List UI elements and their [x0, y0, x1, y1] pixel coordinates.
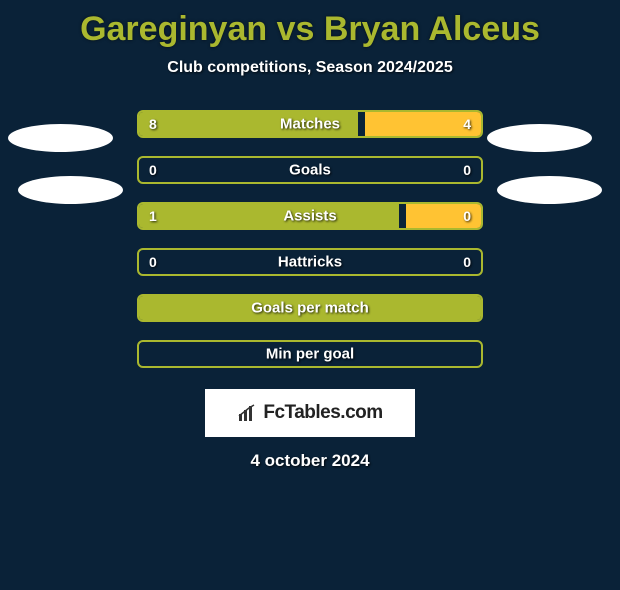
logo-box: FcTables.com	[205, 389, 415, 437]
stat-value-left: 8	[149, 116, 157, 132]
stat-value-left: 0	[149, 254, 157, 270]
stat-label: Goals per match	[251, 300, 369, 317]
stat-label: Matches	[280, 116, 340, 133]
page-title: Gareginyan vs Bryan Alceus	[0, 10, 620, 49]
stat-row: Hattricks 0 0	[0, 239, 620, 285]
stat-value-right: 0	[463, 208, 471, 224]
stat-value-right: 0	[463, 162, 471, 178]
bar-left	[139, 204, 399, 228]
stat-label: Min per goal	[266, 346, 354, 363]
stat-row: Goals per match	[0, 285, 620, 331]
bar-track: Matches 8 4	[137, 110, 483, 138]
stat-row: Matches 8 4	[0, 101, 620, 147]
stat-row: Min per goal	[0, 331, 620, 377]
bar-track: Goals per match	[137, 294, 483, 322]
stat-value-right: 0	[463, 254, 471, 270]
subtitle: Club competitions, Season 2024/2025	[0, 59, 620, 77]
stat-row: Assists 1 0	[0, 193, 620, 239]
logo-text: FcTables.com	[263, 402, 382, 424]
stat-value-left: 0	[149, 162, 157, 178]
bar-track: Min per goal	[137, 340, 483, 368]
bar-track: Assists 1 0	[137, 202, 483, 230]
stat-label: Goals	[289, 162, 331, 179]
comparison-chart: Matches84Goals00Assists10Hattricks00Goal…	[0, 101, 620, 377]
stat-label: Assists	[283, 208, 336, 225]
stat-value-right: 4	[463, 116, 471, 132]
bar-track: Goals 0 0	[137, 156, 483, 184]
stat-value-left: 1	[149, 208, 157, 224]
bar-spacer	[358, 112, 365, 136]
stat-row: Goals 0 0	[0, 147, 620, 193]
stat-label: Hattricks	[278, 254, 342, 271]
bar-spacer	[399, 204, 406, 228]
chart-icon	[237, 402, 259, 424]
date-text: 4 october 2024	[0, 451, 620, 471]
bar-track: Hattricks 0 0	[137, 248, 483, 276]
